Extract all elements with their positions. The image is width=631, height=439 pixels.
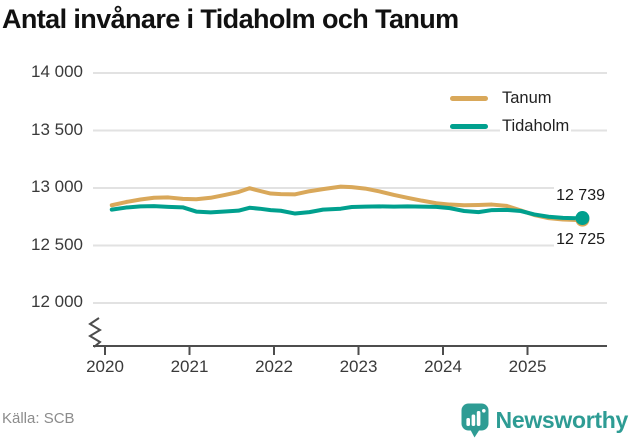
end-value-label-tanum: 12 725 — [554, 230, 607, 249]
newsworthy-logo: Newsworthy — [460, 402, 628, 438]
legend: Tanum Tidaholm — [450, 84, 572, 140]
y-axis-label: 14 000 — [31, 62, 83, 81]
y-axis-label: 12 500 — [31, 234, 83, 254]
end-value-label-tidaholm: 12 739 — [554, 187, 607, 205]
source-note: Källa: SCB — [2, 410, 75, 427]
brand-wordmark: Newsworthy — [495, 406, 629, 433]
line-tanum — [109, 184, 585, 222]
end-dot-tidaholm — [575, 211, 590, 226]
line-tidaholm — [109, 204, 585, 221]
y-axis-label: 13 500 — [31, 119, 83, 139]
x-axis-label: 2024 — [424, 357, 462, 376]
legend-label: Tidaholm — [500, 116, 572, 136]
legend-swatch — [450, 95, 488, 101]
data-series-lines — [109, 184, 590, 227]
x-axis-label: 2021 — [170, 357, 209, 376]
x-axis-label: 2025 — [508, 357, 547, 376]
x-axis — [88, 317, 607, 355]
y-axis-label: 13 000 — [31, 177, 83, 196]
axis-break-icon — [88, 317, 102, 348]
y-axis-label: 12 000 — [31, 292, 83, 311]
legend-label: Tanum — [500, 88, 554, 108]
legend-item-tanum: Tanum — [450, 84, 571, 112]
x-axis-label: 2022 — [255, 357, 293, 376]
bar-chart-badge-icon — [461, 403, 489, 438]
chart-title: Antal invånare i Tidaholm och Tanum — [2, 4, 459, 34]
x-axis-label: 2020 — [86, 357, 124, 376]
legend-item-tidaholm: Tidaholm — [450, 112, 572, 140]
x-axis-label: 2023 — [339, 357, 378, 376]
legend-swatch — [450, 123, 488, 129]
